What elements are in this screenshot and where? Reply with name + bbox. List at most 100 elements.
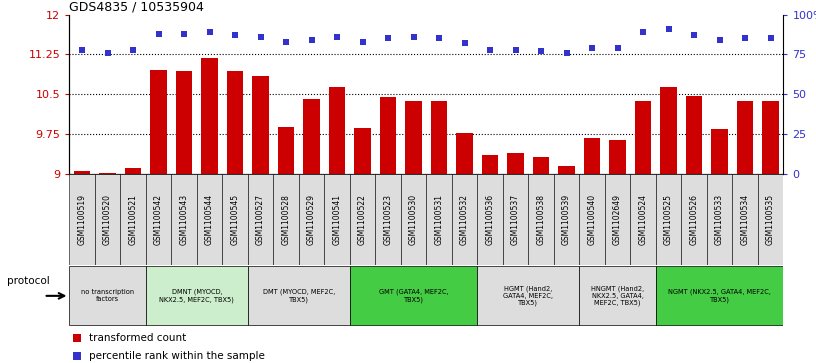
Text: GSM1100527: GSM1100527 <box>256 194 265 245</box>
Bar <box>273 174 299 265</box>
Bar <box>69 266 146 326</box>
Bar <box>481 155 499 174</box>
Bar <box>605 174 630 265</box>
Text: NGMT (NKX2.5, GATA4, MEF2C,
TBX5): NGMT (NKX2.5, GATA4, MEF2C, TBX5) <box>668 289 771 303</box>
Bar <box>558 166 575 174</box>
Point <box>228 32 242 38</box>
Point <box>586 45 599 51</box>
Point <box>764 36 777 41</box>
Bar <box>100 173 116 174</box>
Point <box>560 50 573 56</box>
Text: GMT (GATA4, MEF2C,
TBX5): GMT (GATA4, MEF2C, TBX5) <box>379 289 449 303</box>
Bar <box>533 157 549 174</box>
Text: GSM1100539: GSM1100539 <box>562 194 571 245</box>
Point <box>485 284 498 290</box>
Text: GSM1100537: GSM1100537 <box>511 194 520 245</box>
Point <box>382 36 395 41</box>
Bar <box>248 266 350 326</box>
Point <box>178 31 191 37</box>
Text: GSM1100540: GSM1100540 <box>588 194 596 245</box>
Bar <box>630 174 656 265</box>
Text: GSM1100530: GSM1100530 <box>409 194 418 245</box>
Bar <box>583 138 601 174</box>
Bar <box>146 174 171 265</box>
Bar <box>758 174 783 265</box>
Text: GSM1100535: GSM1100535 <box>766 194 775 245</box>
Bar <box>379 97 397 174</box>
Bar <box>508 153 524 174</box>
Point <box>484 47 497 53</box>
Text: GSM1100522: GSM1100522 <box>358 194 367 245</box>
Bar <box>503 174 529 265</box>
Point <box>509 47 522 53</box>
Bar <box>477 266 579 326</box>
Text: GSM1100526: GSM1100526 <box>690 194 698 245</box>
Point <box>688 32 701 38</box>
Bar <box>202 58 218 174</box>
Text: GSM1100542: GSM1100542 <box>154 194 163 245</box>
Bar <box>304 99 320 174</box>
Point <box>254 34 267 40</box>
Text: GSM1100520: GSM1100520 <box>103 194 112 245</box>
Bar <box>171 174 197 265</box>
Text: DMNT (MYOCD,
NKX2.5, MEF2C, TBX5): DMNT (MYOCD, NKX2.5, MEF2C, TBX5) <box>159 289 234 303</box>
Bar <box>248 174 273 265</box>
Text: GSM1100543: GSM1100543 <box>180 194 188 245</box>
Text: GSM1100525: GSM1100525 <box>664 194 673 245</box>
Text: HGMT (Hand2,
GATA4, MEF2C,
TBX5): HGMT (Hand2, GATA4, MEF2C, TBX5) <box>503 285 553 306</box>
Text: GSM1100533: GSM1100533 <box>715 194 724 245</box>
Text: GSM1100528: GSM1100528 <box>282 194 290 245</box>
Bar <box>150 70 167 174</box>
Bar <box>325 174 350 265</box>
Bar <box>329 87 345 174</box>
Bar <box>197 174 222 265</box>
Text: DMT (MYOCD, MEF2C,
TBX5): DMT (MYOCD, MEF2C, TBX5) <box>263 289 335 303</box>
Bar <box>762 101 779 174</box>
Bar <box>121 174 146 265</box>
Bar <box>554 174 579 265</box>
Point <box>713 37 726 43</box>
Point <box>458 40 471 46</box>
Bar <box>610 140 626 174</box>
Bar <box>685 96 703 174</box>
Bar <box>252 76 269 174</box>
Bar <box>579 174 605 265</box>
Bar <box>737 101 753 174</box>
Bar <box>707 174 733 265</box>
Text: GSM1100538: GSM1100538 <box>537 194 546 245</box>
Point <box>126 47 140 53</box>
Text: GSM1100531: GSM1100531 <box>435 194 444 245</box>
Text: percentile rank within the sample: percentile rank within the sample <box>90 351 265 362</box>
Point <box>485 121 498 127</box>
Text: GSM1100524: GSM1100524 <box>639 194 648 245</box>
Bar <box>656 174 681 265</box>
Bar <box>456 133 473 174</box>
Text: transformed count: transformed count <box>90 334 187 343</box>
Bar <box>681 174 707 265</box>
Text: no transcription
factors: no transcription factors <box>81 289 134 302</box>
Bar <box>222 174 248 265</box>
Text: GSM1100544: GSM1100544 <box>205 194 214 245</box>
Bar <box>477 174 503 265</box>
Bar <box>529 174 554 265</box>
Bar <box>579 266 656 326</box>
Point <box>407 34 420 40</box>
Point <box>534 48 548 54</box>
Text: GSM1100536: GSM1100536 <box>486 194 494 245</box>
Point <box>330 34 344 40</box>
Point <box>738 36 752 41</box>
Text: GSM1100529: GSM1100529 <box>307 194 316 245</box>
Text: GSM1100541: GSM1100541 <box>333 194 342 245</box>
Text: HNGMT (Hand2,
NKX2.5, GATA4,
MEF2C, TBX5): HNGMT (Hand2, NKX2.5, GATA4, MEF2C, TBX5… <box>591 285 644 306</box>
Bar <box>406 101 422 174</box>
Text: GSM1100532: GSM1100532 <box>460 194 469 245</box>
Text: GDS4835 / 10535904: GDS4835 / 10535904 <box>69 0 204 13</box>
Text: GSM1100519: GSM1100519 <box>78 194 86 245</box>
Point <box>432 36 446 41</box>
Point <box>152 31 165 37</box>
Bar <box>277 127 295 174</box>
Bar <box>354 128 371 174</box>
Bar <box>95 174 121 265</box>
Bar <box>73 171 91 174</box>
Bar <box>431 101 447 174</box>
